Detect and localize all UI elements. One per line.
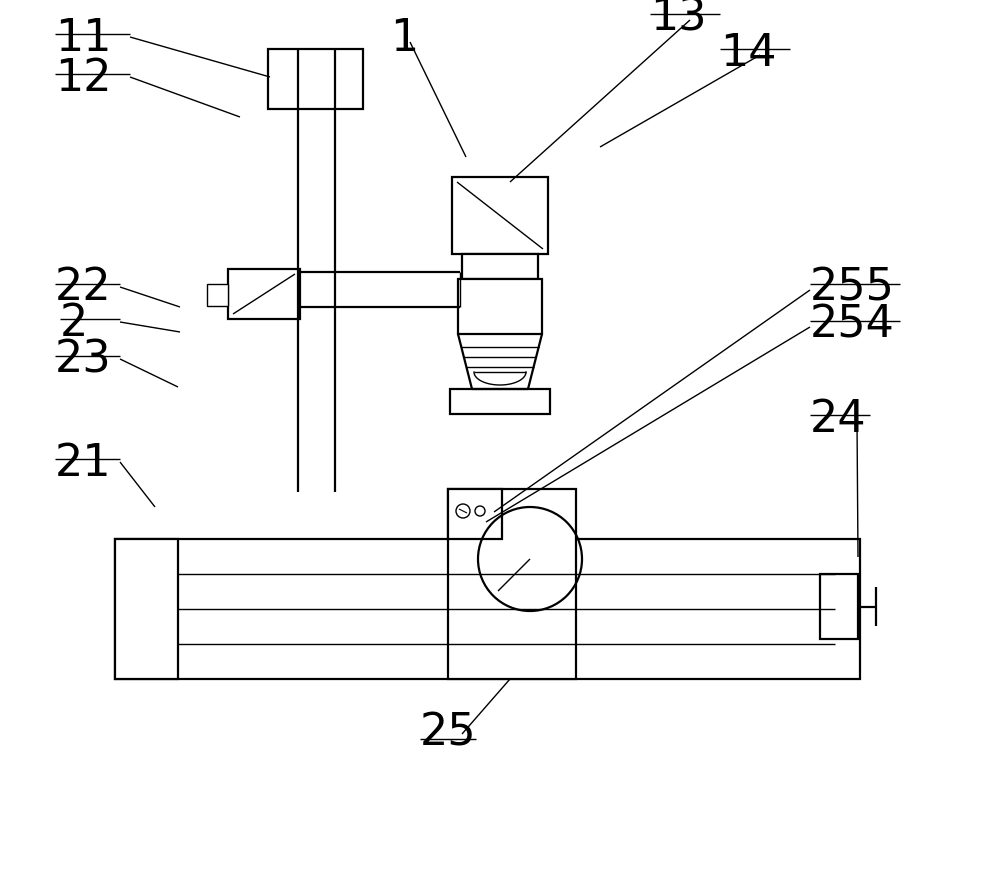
Bar [207,285,228,307]
Text: 25: 25 [420,710,476,753]
Text: 255: 255 [810,267,895,310]
Text: 22: 22 [55,267,112,310]
Text: 1: 1 [390,17,418,60]
Text: 24: 24 [810,398,867,441]
Bar [448,489,576,679]
Bar [462,254,538,280]
Bar [268,50,363,110]
Text: 254: 254 [810,303,895,346]
Bar [448,489,502,539]
Text: 11: 11 [55,17,112,60]
Text: 23: 23 [55,339,112,381]
Bar [458,280,542,335]
Bar [452,178,548,254]
Bar [820,574,858,639]
Text: 21: 21 [55,441,112,484]
Text: 2: 2 [60,301,88,344]
Bar [115,539,178,679]
Text: 14: 14 [720,32,776,75]
Bar [115,539,860,679]
Bar [450,389,550,415]
Bar [228,270,300,319]
Text: 13: 13 [650,0,707,39]
Text: 12: 12 [55,56,112,99]
